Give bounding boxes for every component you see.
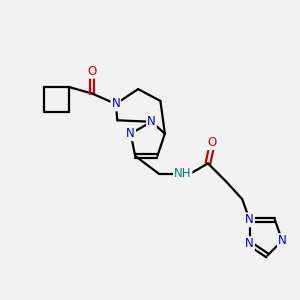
Text: O: O <box>208 136 217 149</box>
Text: O: O <box>87 65 97 78</box>
Text: N: N <box>245 213 254 226</box>
Text: N: N <box>245 237 254 250</box>
Text: N: N <box>111 98 120 110</box>
Text: NH: NH <box>174 167 191 180</box>
Text: N: N <box>278 234 286 247</box>
Text: N: N <box>147 115 156 128</box>
Text: N: N <box>126 127 135 140</box>
